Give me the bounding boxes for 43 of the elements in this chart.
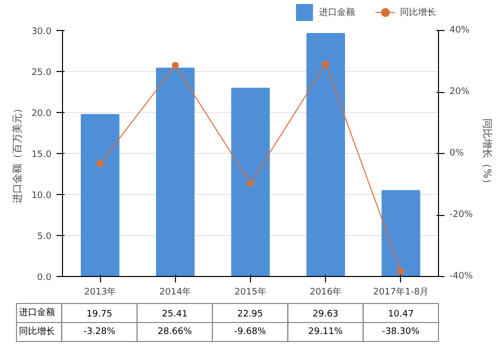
y2-axis-title: 同比增长（%） [480,118,493,188]
y2-tick-label: 20% [450,87,470,97]
x-tick-label: 2013年 [84,286,116,298]
data-label: -3.28% [83,327,116,337]
y2-tick-label: -20% [450,210,474,220]
data-label: 19.75 [86,310,112,320]
y2-tick-label: -40% [450,272,474,282]
y-tick-label: 20.0 [31,109,52,119]
y-tick-label: 5.0 [37,232,52,242]
y-tick-label: 15.0 [31,150,52,160]
y-axis-title: 进口金额（百万美元） [11,104,24,204]
data-label: 29.63 [312,310,338,320]
point [172,62,179,69]
data-label: 25.41 [162,310,188,320]
data-label: -38.30% [382,327,420,337]
bar [80,114,120,276]
x-tick-label: 2016年 [310,286,342,298]
x-tick-label: 2017年1-8月 [373,286,429,298]
data-label: 22.95 [237,310,263,320]
text: 进口金额 [18,308,55,318]
y2-tick-label: 0% [450,148,464,158]
y-tick-label: 30.0 [31,27,52,37]
data-label: 28.66% [158,327,192,337]
legend-label: 同比增长 [400,6,436,18]
point [397,268,404,275]
data-label: 10.47 [388,310,414,320]
point [247,180,254,187]
text: 同比增长 [18,327,55,337]
bar [231,88,270,276]
x-tick-label: 2015年 [234,286,266,298]
y-tick-label: 25.0 [31,68,52,78]
data-label: -9.68% [234,327,266,337]
y-tick-label: 10.0 [31,191,52,201]
bar [306,33,345,276]
x-tick-label: 2014年 [159,286,192,298]
bar [382,190,420,276]
point [96,160,104,168]
y2-tick-label: 40% [450,26,470,36]
y-tick-label: 0.0 [37,273,52,283]
point [322,60,330,68]
bar [156,68,195,276]
data-label: 29.11% [308,327,344,337]
legend-label: 进口金额 [319,6,355,18]
